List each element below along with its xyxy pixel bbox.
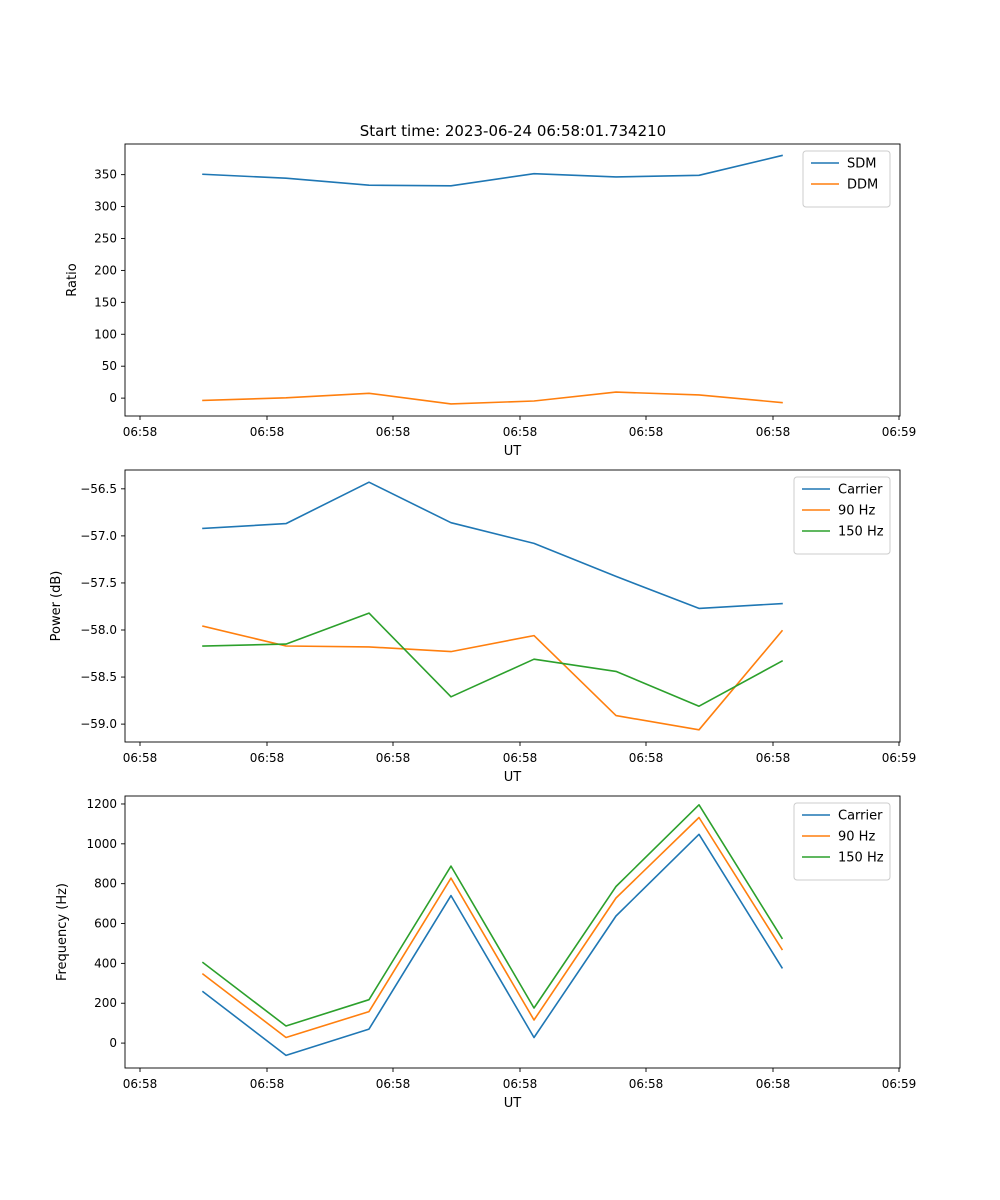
legend: SDM DDM bbox=[802, 150, 891, 208]
x-axis-label: UT bbox=[504, 444, 522, 459]
x-tick-label: 06:58 bbox=[123, 425, 158, 439]
x-tick-label: 06:59 bbox=[882, 425, 917, 439]
y-tick-label: −57.0 bbox=[80, 529, 117, 543]
legend-box bbox=[793, 802, 891, 881]
y-tick-label: 800 bbox=[94, 877, 117, 891]
x-tick-label: 06:58 bbox=[123, 751, 158, 765]
y-tick-label: 150 bbox=[94, 295, 117, 309]
y-tick-label: −58.0 bbox=[80, 623, 117, 637]
y-tick-label: −56.5 bbox=[80, 482, 117, 496]
legend-entry: Carrier bbox=[838, 483, 883, 498]
series-line-150-hz bbox=[201, 803, 784, 1027]
y-tick-label: 0 bbox=[109, 391, 117, 405]
series-line-ddm bbox=[202, 391, 783, 405]
y-tick-label: 0 bbox=[109, 1036, 117, 1050]
x-tick-label: 06:58 bbox=[376, 751, 411, 765]
y-tick-label: −58.5 bbox=[80, 670, 117, 684]
x-tick-label: 06:58 bbox=[503, 425, 538, 439]
y-axis-label: Frequency (Hz) bbox=[55, 883, 70, 981]
x-tick-label: 06:59 bbox=[882, 1077, 917, 1091]
y-axis-label: Power (dB) bbox=[49, 571, 64, 642]
chart-panel-2: 06:58 06:58 06:58 06:58 06:58 06:58 06:59 −59.0… bbox=[49, 469, 917, 785]
y-tick-label: 100 bbox=[94, 327, 117, 341]
y-tick-label: 300 bbox=[94, 200, 117, 214]
x-tick-label: 06:58 bbox=[376, 1077, 411, 1091]
x-tick-label: 06:58 bbox=[756, 751, 791, 765]
x-tick-label: 06:58 bbox=[629, 1077, 664, 1091]
legend: Carrier 90 Hz 150 Hz bbox=[793, 476, 891, 555]
x-tick-label: 06:58 bbox=[250, 1077, 285, 1091]
y-tick-label: 250 bbox=[94, 231, 117, 245]
y-tick-label: 1200 bbox=[86, 797, 117, 811]
y-tick-label: 1000 bbox=[86, 837, 117, 851]
y-tick-label: 400 bbox=[94, 956, 117, 970]
x-tick-label: 06:58 bbox=[503, 751, 538, 765]
legend-entry: DDM bbox=[847, 178, 878, 193]
x-tick-label: 06:58 bbox=[376, 425, 411, 439]
series-line-carrier bbox=[202, 481, 783, 610]
y-tick-label: 50 bbox=[102, 359, 117, 373]
y-axis-label: Ratio bbox=[65, 263, 80, 296]
figure-title: Start time: 2023-06-24 06:58:01.734210 bbox=[360, 122, 666, 140]
chart-panel-1: 06:58 06:58 06:58 06:58 06:58 06:58 06:59 0 50 10… bbox=[65, 143, 917, 459]
legend-entry: 90 Hz bbox=[838, 830, 875, 845]
series-line-90-hz bbox=[202, 625, 784, 731]
series-line-90-hz bbox=[201, 816, 784, 1039]
axes-frame bbox=[124, 795, 901, 1069]
y-tick-label: 200 bbox=[94, 996, 117, 1010]
y-tick-label: −57.5 bbox=[80, 576, 117, 590]
axes-frame bbox=[124, 143, 901, 417]
series-line-150-hz bbox=[202, 612, 784, 708]
x-axis-label: UT bbox=[504, 1096, 522, 1111]
legend: Carrier 90 Hz 150 Hz bbox=[793, 802, 891, 881]
legend-box bbox=[793, 476, 891, 555]
x-tick-label: 06:58 bbox=[503, 1077, 538, 1091]
x-tick-label: 06:58 bbox=[629, 425, 664, 439]
x-tick-label: 06:59 bbox=[882, 751, 917, 765]
x-tick-label: 06:58 bbox=[250, 425, 285, 439]
legend-entry: 90 Hz bbox=[838, 504, 875, 519]
series-line-sdm bbox=[202, 154, 783, 187]
x-tick-label: 06:58 bbox=[629, 751, 664, 765]
x-tick-label: 06:58 bbox=[756, 1077, 791, 1091]
legend-box bbox=[802, 150, 891, 208]
legend-entry: SDM bbox=[847, 157, 876, 172]
chart-panel-3: 06:58 06:58 06:58 06:58 06:58 06:58 06:59 0 200 4… bbox=[55, 795, 917, 1111]
y-tick-label: −59.0 bbox=[80, 717, 117, 731]
legend-entry: 150 Hz bbox=[838, 851, 884, 866]
series-line-carrier bbox=[201, 833, 784, 1057]
y-tick-label: 200 bbox=[94, 263, 117, 277]
x-tick-label: 06:58 bbox=[756, 425, 791, 439]
legend-entry: Carrier bbox=[838, 809, 883, 824]
x-axis-label: UT bbox=[504, 770, 522, 785]
legend-entry: 150 Hz bbox=[838, 525, 884, 540]
y-tick-label: 600 bbox=[94, 917, 117, 931]
x-tick-label: 06:58 bbox=[250, 751, 285, 765]
x-tick-label: 06:58 bbox=[123, 1077, 158, 1091]
y-tick-label: 350 bbox=[94, 168, 117, 182]
axes-frame bbox=[124, 469, 901, 743]
